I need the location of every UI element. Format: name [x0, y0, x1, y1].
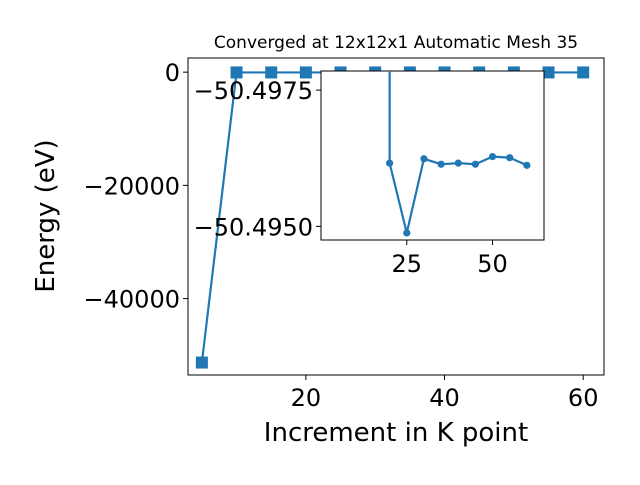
inset-data-point — [471, 160, 479, 168]
inset-data-point — [488, 152, 497, 161]
inset-data-point — [437, 160, 445, 168]
x-tick-label: 20 — [291, 384, 322, 412]
main-data-point — [299, 66, 312, 79]
inset-data-point — [403, 229, 411, 237]
x-tick-label: 40 — [429, 384, 460, 412]
inset-x-tick-label: 50 — [477, 250, 508, 278]
inset-data-point — [420, 155, 428, 163]
main-ticks: 20 40 60 0 −20000 −40000 — [84, 59, 599, 412]
inset-data-point — [506, 154, 514, 162]
inset-y-tick-label: −50.4950 — [194, 213, 313, 241]
y-tick-label: −40000 — [84, 286, 180, 314]
main-data-point — [195, 356, 208, 369]
main-data-point — [265, 66, 278, 79]
x-tick-label: 60 — [568, 384, 599, 412]
inset-y-tick-label: −50.4975 — [194, 77, 313, 105]
y-tick-label: −20000 — [84, 172, 180, 200]
main-data-point — [577, 66, 590, 79]
inset-data-point — [523, 161, 531, 169]
main-data-point — [542, 66, 555, 79]
y-tick-label: 0 — [165, 59, 180, 87]
main-data-point — [230, 66, 243, 79]
inset-series-layer — [386, 71, 531, 237]
inset-data-point — [454, 159, 462, 167]
inset-ticks: 25 50 −50.4975 −50.4950 — [194, 77, 508, 278]
x-axis-label: Increment in K point — [264, 418, 528, 448]
y-axis-label: Energy (eV) — [31, 139, 61, 292]
inset-series-line — [388, 71, 528, 234]
chart-title: Converged at 12x12x1 Automatic Mesh 35 — [214, 33, 578, 53]
inset-data-point — [386, 159, 394, 167]
inset-x-tick-label: 25 — [391, 250, 422, 278]
